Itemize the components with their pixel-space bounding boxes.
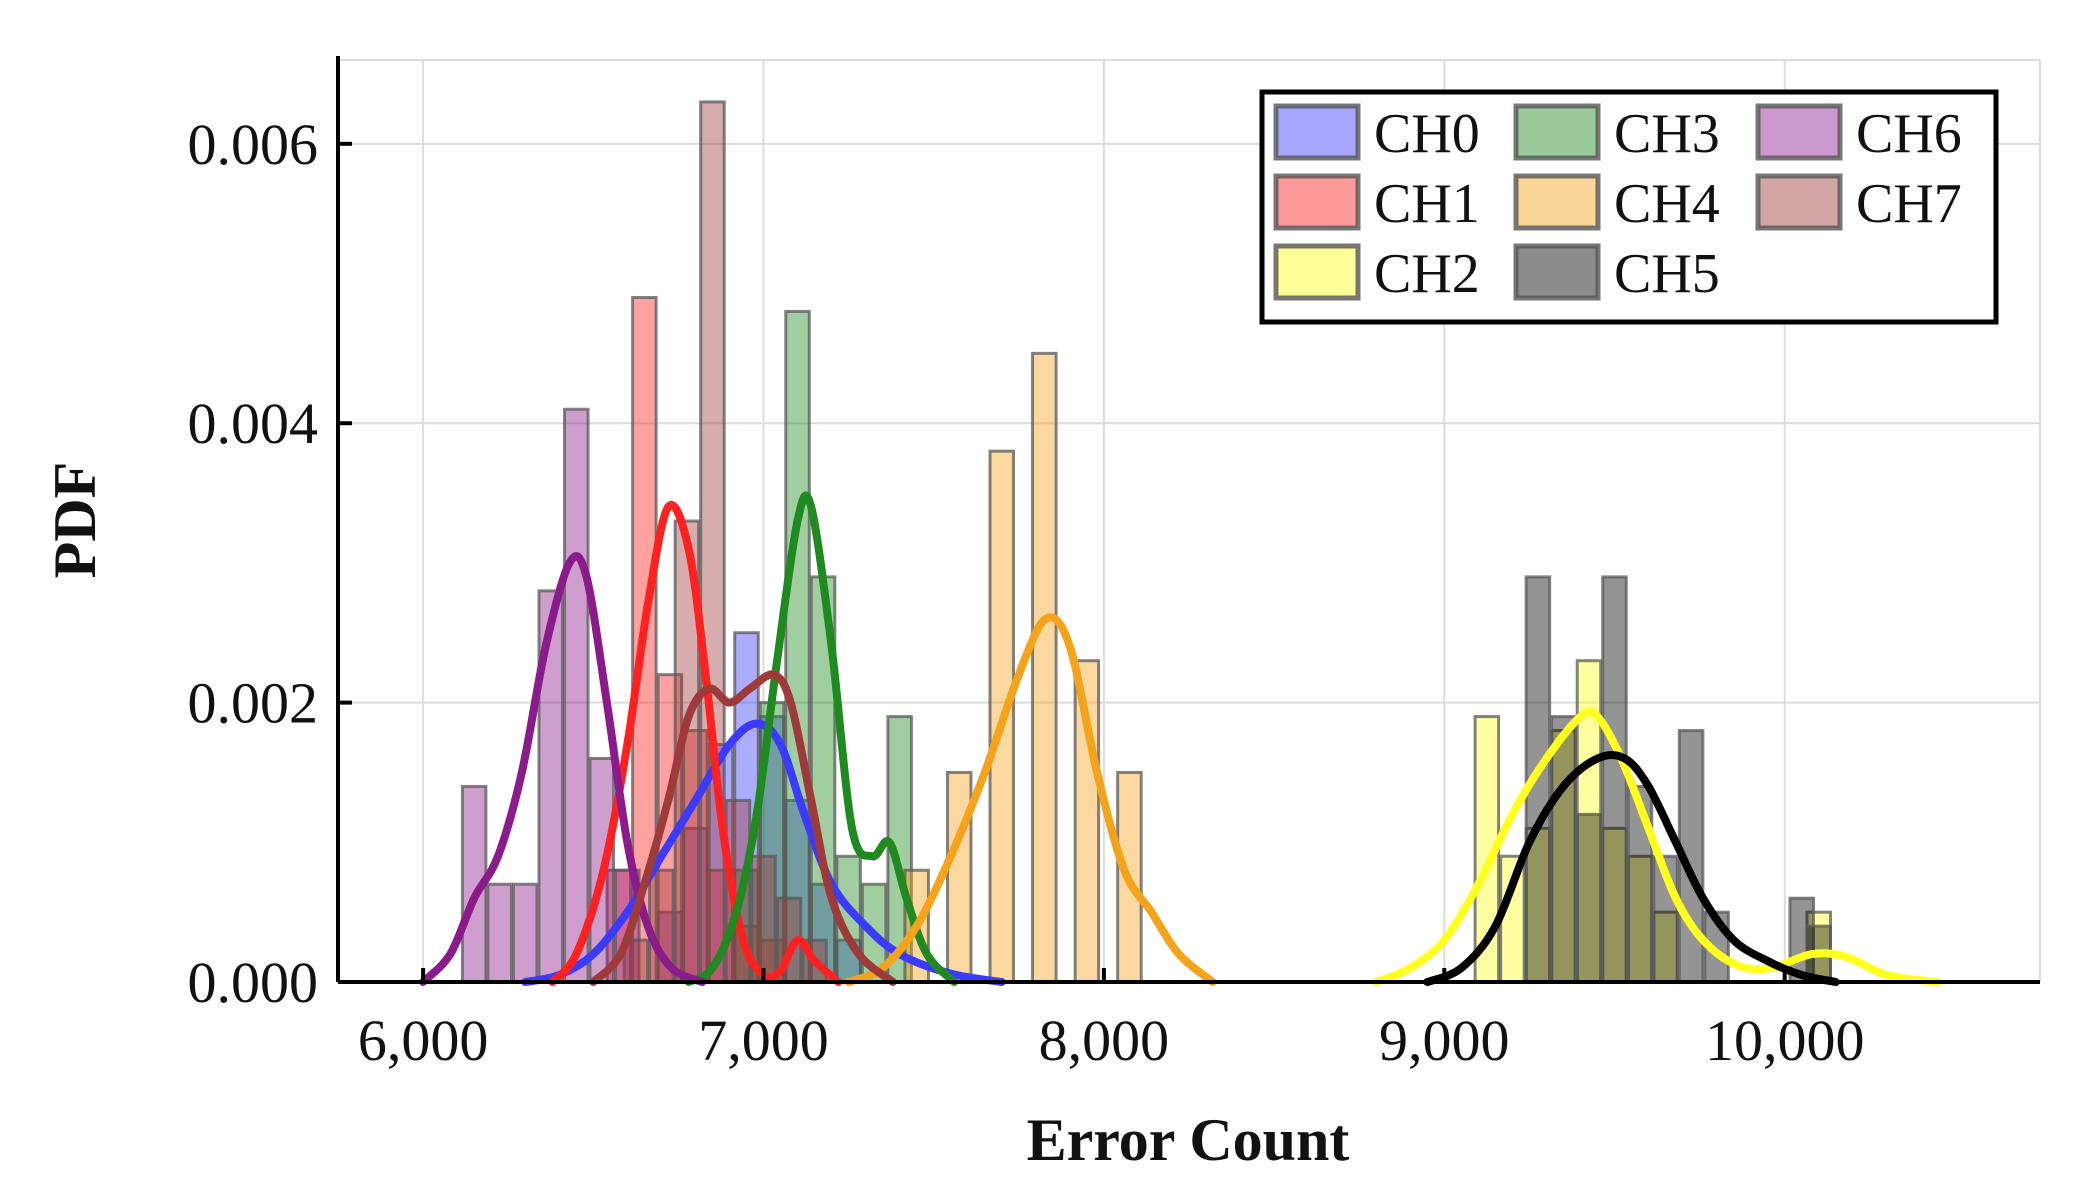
bar-ch5-3 (1601, 575, 1628, 984)
legend-swatch-ch5 (1513, 243, 1601, 301)
kde-line-ch2 (1372, 707, 1942, 986)
grid (338, 59, 2041, 983)
legend-label-ch0: CH0 (1374, 103, 1480, 165)
bar-ch7-3 (699, 100, 726, 984)
legend-swatch-ch4 (1513, 173, 1601, 231)
legend-label-ch4: CH4 (1614, 173, 1720, 235)
bar-ch6-1 (486, 882, 513, 984)
x-tick-label-4: 10,000 (1705, 1008, 1865, 1073)
legend-label-ch1: CH1 (1374, 173, 1480, 235)
bar-ch5-1 (1550, 715, 1577, 984)
bar-ch4-1 (945, 770, 973, 984)
bar-ch6-2 (511, 882, 539, 984)
legend-swatch-ch1 (1273, 173, 1361, 231)
legend-frame (1259, 89, 1999, 325)
legend-label-ch7: CH7 (1856, 173, 1962, 235)
legend-swatch-ch2 (1273, 243, 1361, 301)
x-tick-label-2: 8,000 (1039, 1008, 1170, 1073)
kde-line-ch6 (419, 552, 707, 986)
bar-ch5-2 (1575, 812, 1603, 984)
kde-line-ch5 (1423, 750, 1840, 986)
legend-label-ch5: CH5 (1614, 243, 1720, 305)
x-axis-title: Error Count (1027, 1107, 1350, 1173)
legend-swatch-ch0 (1273, 103, 1361, 161)
y-tick-label-1: 0.002 (188, 671, 319, 736)
legend-swatch-ch6 (1755, 103, 1843, 161)
tick-labels: 6,000 7,000 8,000 9,000 10,000 0.000 0.002 0.00… (188, 112, 1865, 1073)
y-axis-title: PDF (42, 462, 108, 579)
y-tick-label-0: 0.000 (188, 950, 319, 1015)
bar-ch4-3 (1031, 351, 1058, 984)
x-tick-label-0: 6,000 (358, 1008, 489, 1073)
y-tick-label-3: 0.006 (188, 112, 319, 177)
kde-line-ch7 (589, 670, 897, 986)
axes (336, 56, 2040, 984)
legend-label-ch2: CH2 (1374, 243, 1480, 305)
legend-label-ch6: CH6 (1856, 103, 1962, 165)
legend-label-ch3: CH3 (1614, 103, 1720, 165)
legend-swatch-ch7 (1755, 173, 1843, 231)
kde-line-ch4 (844, 613, 1217, 986)
bar-ch3-2 (784, 309, 811, 984)
y-tick-label-2: 0.004 (188, 391, 319, 456)
legend: CH0 CH1 CH2 CH3 CH4 CH5 CH6 CH7 (1259, 89, 1999, 325)
kde-curves (419, 491, 1942, 986)
kde-line-ch1 (548, 501, 843, 986)
kde-line-ch3 (684, 491, 959, 986)
x-tick-label-3: 9,000 (1379, 1008, 1510, 1073)
bar-ch6-4 (563, 407, 590, 984)
x-tick-label-1: 7,000 (698, 1008, 829, 1073)
kde-line-ch0 (521, 719, 1006, 986)
legend-swatch-ch3 (1513, 103, 1601, 161)
